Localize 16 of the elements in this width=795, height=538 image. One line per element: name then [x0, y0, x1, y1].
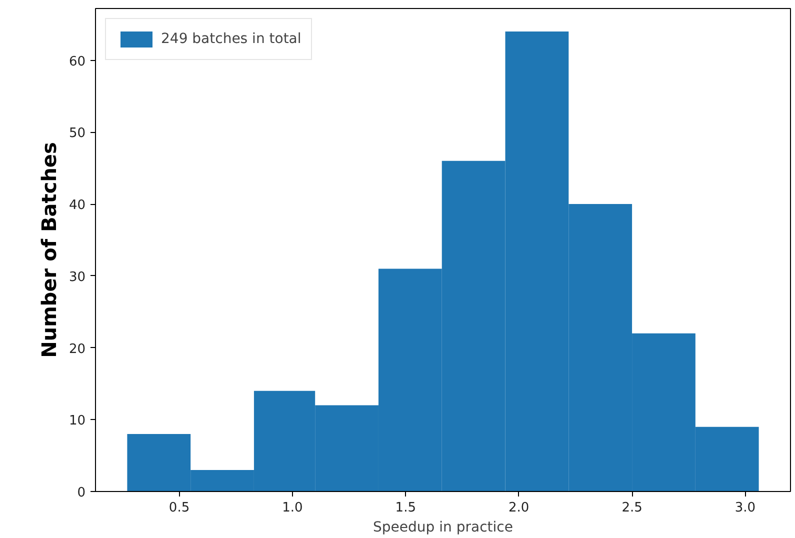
y-tick-label: 60 [68, 54, 86, 70]
y-tick-label: 20 [68, 342, 86, 357]
x-tick-label: 1.5 [395, 500, 416, 516]
y-tick-label: 40 [68, 198, 86, 213]
x-tick-label: 2.5 [622, 500, 642, 516]
x-axis-title: Speedup in practice [373, 520, 513, 536]
y-tick-label: 30 [68, 270, 86, 285]
y-tick-label: 0 [77, 486, 86, 500]
y-tick-label: 50 [68, 126, 86, 142]
y-axis-title: Number of Batches [36, 142, 61, 358]
legend-label: 249 batches in total [161, 31, 302, 47]
x-tick-label: 0.5 [168, 500, 190, 516]
y-tick-label: 10 [68, 414, 86, 429]
x-tick-label: 2.0 [508, 500, 530, 516]
x-tick-label: 3.0 [734, 500, 756, 516]
x-tick-label: 1.0 [282, 500, 303, 516]
